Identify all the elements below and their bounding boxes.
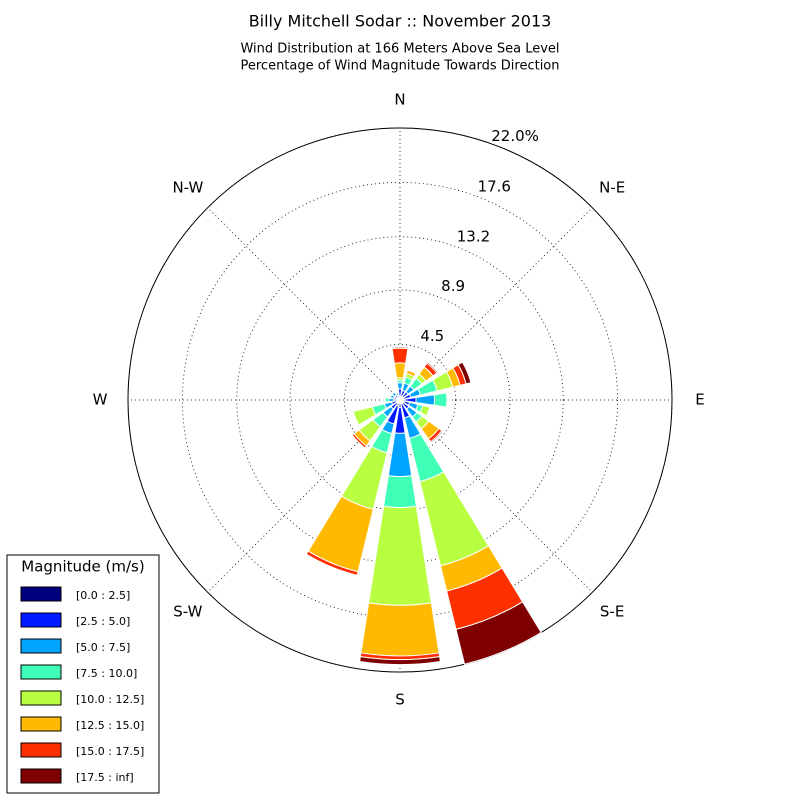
grid-spoke: [399, 207, 593, 401]
legend-label: [5.0 : 7.5]: [76, 641, 130, 654]
grid-ring: [127, 127, 673, 673]
legend-swatch: [20, 638, 62, 654]
legend-swatch: [20, 742, 62, 758]
wedge-segment: [447, 392, 449, 408]
grid-spoke: [399, 399, 593, 593]
chart-subtitle: Percentage of Wind Magnitude Towards Dir…: [240, 59, 559, 74]
wedge-segment: [391, 347, 409, 364]
direction-label: S-E: [600, 603, 624, 621]
direction-label: N-W: [172, 178, 203, 196]
direction-label: N-E: [599, 178, 625, 196]
legend: Magnitude (m/s) [0.0 : 2.5] [2.5 : 5.0] [5…: [6, 554, 160, 794]
wedge-segment: [433, 392, 448, 408]
wedge-segment: [383, 475, 417, 509]
direction-label: E: [695, 391, 704, 409]
legend-label: [0.0 : 2.5]: [76, 589, 130, 602]
grid-ring: [181, 181, 619, 619]
legend-label: [7.5 : 10.0]: [76, 667, 137, 680]
radial-tick-label: 22.0%: [491, 127, 539, 145]
legend-swatch: [20, 612, 62, 628]
legend-label: [2.5 : 5.0]: [76, 615, 130, 628]
legend-swatch: [20, 716, 62, 732]
wedge-segment: [457, 361, 472, 385]
legend-label: [17.5 : inf]: [76, 771, 134, 784]
wedge-segment: [455, 601, 542, 665]
wedge-segment: [391, 346, 409, 350]
wedge-segment: [393, 362, 407, 379]
direction-label: S: [395, 691, 405, 709]
wedge-segment: [368, 505, 432, 606]
chart-subtitle: Wind Distribution at 166 Meters Above Se…: [240, 42, 559, 57]
legend-swatch: [20, 664, 62, 680]
wedge-segment: [425, 407, 431, 417]
plot-area: 4.5 8.9 13.2 17.6 22.0% N N-E E S-E S S-W W N-W: [93, 91, 705, 709]
radial-tick-label: 8.9: [441, 277, 465, 295]
wedge-segment: [407, 369, 417, 375]
legend-swatch: [20, 586, 62, 602]
grid-spoke: [207, 207, 401, 401]
grid-ring: [343, 343, 457, 457]
legend-label: [10.0 : 12.5]: [76, 693, 144, 706]
direction-label: N: [394, 91, 405, 109]
chart-title: Billy Mitchell Sodar :: November 2013: [249, 12, 552, 31]
radial-tick-label: 13.2: [457, 228, 490, 246]
legend-swatch: [20, 768, 62, 784]
radial-tick-label: 4.5: [420, 327, 444, 345]
wedge-segment: [396, 382, 404, 390]
wedge-segment: [359, 656, 441, 666]
direction-label: W: [93, 391, 108, 409]
wedge-segment: [387, 432, 413, 478]
legend-label: [12.5 : 15.0]: [76, 719, 144, 732]
direction-label: S-W: [173, 603, 202, 621]
wedge-segment: [351, 434, 366, 449]
wedge-segment: [415, 394, 436, 406]
radial-tick-label: 17.6: [478, 177, 511, 195]
legend-title: Magnitude (m/s): [21, 558, 144, 576]
wedge-segment: [360, 602, 440, 657]
grid-spoke: [207, 399, 401, 593]
legend-label: [15.0 : 17.5]: [76, 745, 144, 758]
legend-swatch: [20, 690, 62, 706]
wedge-segment: [429, 429, 444, 444]
wedge-segment: [426, 361, 439, 374]
